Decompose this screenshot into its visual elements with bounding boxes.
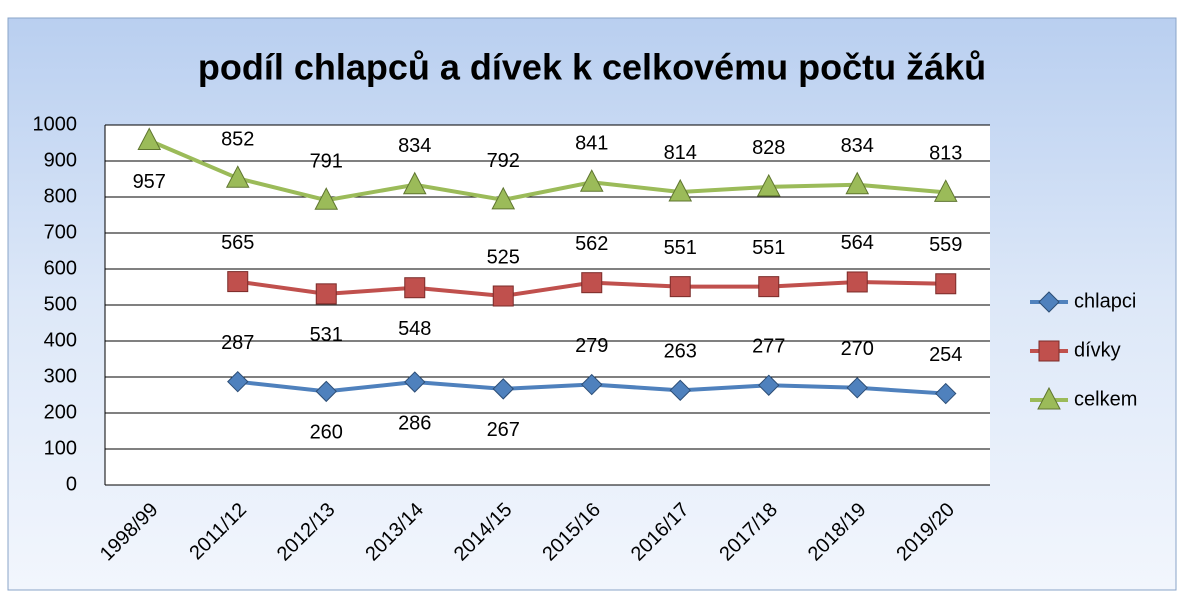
marker — [581, 373, 603, 396]
legend-label: celkem — [1074, 388, 1137, 410]
marker — [756, 173, 781, 197]
marker — [758, 374, 780, 396]
data-label: 559 — [929, 234, 962, 256]
marker — [402, 171, 427, 195]
data-label: 852 — [221, 129, 254, 151]
marker — [846, 271, 868, 293]
y-tick-label: 500 — [44, 293, 77, 315]
data-label: 270 — [841, 338, 874, 360]
marker — [225, 165, 250, 188]
y-tick-label: 0 — [66, 473, 77, 495]
legend-label: dívky — [1074, 339, 1121, 361]
marker — [137, 127, 162, 150]
legend-marker — [1038, 340, 1060, 362]
marker — [492, 378, 514, 400]
y-tick-label: 600 — [44, 257, 77, 279]
marker — [581, 272, 603, 294]
data-label: 841 — [575, 133, 608, 155]
data-label: 279 — [575, 335, 608, 357]
data-label: 792 — [487, 150, 520, 172]
data-label: 286 — [398, 412, 431, 434]
data-label: 548 — [398, 318, 431, 340]
marker — [404, 277, 426, 299]
marker — [227, 271, 249, 293]
marker — [579, 169, 604, 192]
data-label: 791 — [310, 151, 343, 173]
y-tick-label: 100 — [44, 437, 77, 459]
legend-marker — [1038, 291, 1060, 313]
data-label: 565 — [221, 232, 254, 254]
data-label: 562 — [575, 233, 608, 255]
marker — [227, 370, 249, 393]
data-label: 287 — [221, 332, 254, 354]
y-tick-label: 1000 — [33, 113, 78, 135]
legend-label: chlapci — [1074, 290, 1136, 312]
y-tick-label: 400 — [44, 329, 77, 351]
data-label: 551 — [664, 237, 697, 259]
marker — [758, 276, 780, 298]
data-label: 531 — [310, 324, 343, 346]
data-label: 525 — [487, 246, 520, 268]
data-label: 828 — [752, 137, 785, 159]
chart-title: podíl chlapců a dívek k celkovému počtu … — [198, 47, 986, 88]
marker — [314, 187, 339, 210]
data-label: 263 — [664, 341, 697, 363]
marker — [491, 186, 516, 210]
data-label: 814 — [664, 142, 697, 164]
marker — [404, 371, 426, 393]
data-label: 834 — [398, 135, 431, 157]
data-label: 564 — [841, 232, 874, 254]
marker — [845, 171, 870, 195]
marker — [668, 178, 693, 202]
marker — [935, 382, 957, 405]
marker — [492, 285, 514, 307]
y-tick-label: 900 — [44, 149, 77, 171]
data-label: 254 — [929, 344, 962, 366]
data-label: 551 — [752, 237, 785, 259]
y-tick-label: 800 — [44, 185, 77, 207]
y-tick-label: 700 — [44, 221, 77, 243]
marker — [846, 377, 868, 399]
data-label: 957 — [133, 171, 166, 193]
marker — [669, 276, 691, 298]
line — [148, 138, 946, 203]
marker — [933, 179, 958, 202]
data-label: 813 — [929, 143, 962, 165]
marker — [935, 273, 957, 295]
y-tick-label: 200 — [44, 401, 77, 423]
y-tick-label: 300 — [44, 365, 77, 387]
data-label: 277 — [752, 336, 785, 358]
data-label: 267 — [487, 419, 520, 441]
marker — [315, 283, 337, 305]
legend-marker — [1037, 386, 1061, 410]
data-label: 260 — [310, 422, 343, 444]
marker — [669, 379, 691, 402]
marker — [315, 380, 337, 403]
data-label: 834 — [841, 135, 874, 157]
